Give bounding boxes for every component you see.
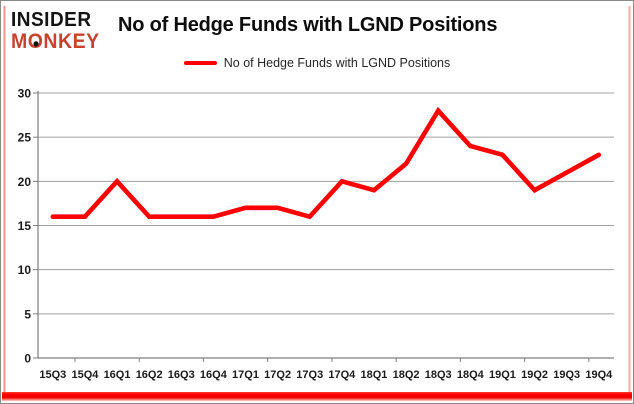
x-tick-label: 17Q2 xyxy=(264,369,291,381)
x-tick-label: 15Q4 xyxy=(71,369,99,381)
chart-plot-area: 0 5 10 15 20 25 30 15Q3 15Q4 16Q1 16Q2 16Q3 16Q4 17Q1… xyxy=(1,79,633,391)
monkey-eye-icon: O xyxy=(27,29,44,54)
y-tick-label: 15 xyxy=(18,219,32,233)
logo-text-monkey: MONKEY xyxy=(11,29,100,54)
y-tick-label: 10 xyxy=(18,263,32,277)
chart-legend: No of Hedge Funds with LGND Positions xyxy=(1,54,633,72)
y-tick-label: 5 xyxy=(24,307,31,321)
x-tick-label: 19Q2 xyxy=(521,369,548,381)
page-title: No of Hedge Funds with LGND Positions xyxy=(118,14,498,36)
y-tick-label: 25 xyxy=(18,131,32,145)
x-tick-label: 18Q3 xyxy=(425,369,452,381)
gridlines xyxy=(38,92,614,315)
x-tick-label: 16Q3 xyxy=(168,369,195,381)
y-tick-label: 30 xyxy=(18,87,32,101)
axes xyxy=(37,91,614,359)
x-tick-label: 15Q3 xyxy=(39,369,66,381)
bottom-accent-border xyxy=(2,392,632,401)
x-tick-label: 17Q3 xyxy=(296,369,323,381)
x-tick-label: 19Q1 xyxy=(489,369,516,381)
x-tick-label: 17Q4 xyxy=(328,369,356,381)
x-labels: 15Q3 15Q4 16Q1 16Q2 16Q3 16Q4 17Q1 17Q2 17Q3 17Q4… xyxy=(39,369,613,381)
y-ticks: 0 5 10 15 20 25 30 xyxy=(18,87,38,366)
y-tick-label: 20 xyxy=(18,175,32,189)
x-ticks xyxy=(74,358,590,362)
x-tick-label: 16Q1 xyxy=(104,369,131,381)
logo-text-insider: INSIDER xyxy=(11,8,92,32)
legend-line-swatch xyxy=(183,60,217,66)
series-line xyxy=(50,106,602,220)
x-tick-label: 17Q1 xyxy=(232,369,259,381)
insider-monkey-logo[interactable]: INSIDER MONKEY xyxy=(11,10,100,52)
legend-label: No of Hedge Funds with LGND Positions xyxy=(223,56,451,70)
x-tick-label: 19Q4 xyxy=(585,369,613,381)
y-tick-label: 0 xyxy=(24,352,31,366)
x-tick-label: 19Q3 xyxy=(553,369,580,381)
x-tick-label: 18Q2 xyxy=(393,369,420,381)
x-tick-label: 18Q1 xyxy=(361,369,388,381)
x-tick-label: 16Q2 xyxy=(136,369,163,381)
line-chart: 0 5 10 15 20 25 30 15Q3 15Q4 16Q1 16Q2 16Q3 16Q4 17Q1… xyxy=(18,87,614,381)
x-tick-label: 16Q4 xyxy=(200,369,228,381)
x-tick-label: 18Q4 xyxy=(457,369,485,381)
